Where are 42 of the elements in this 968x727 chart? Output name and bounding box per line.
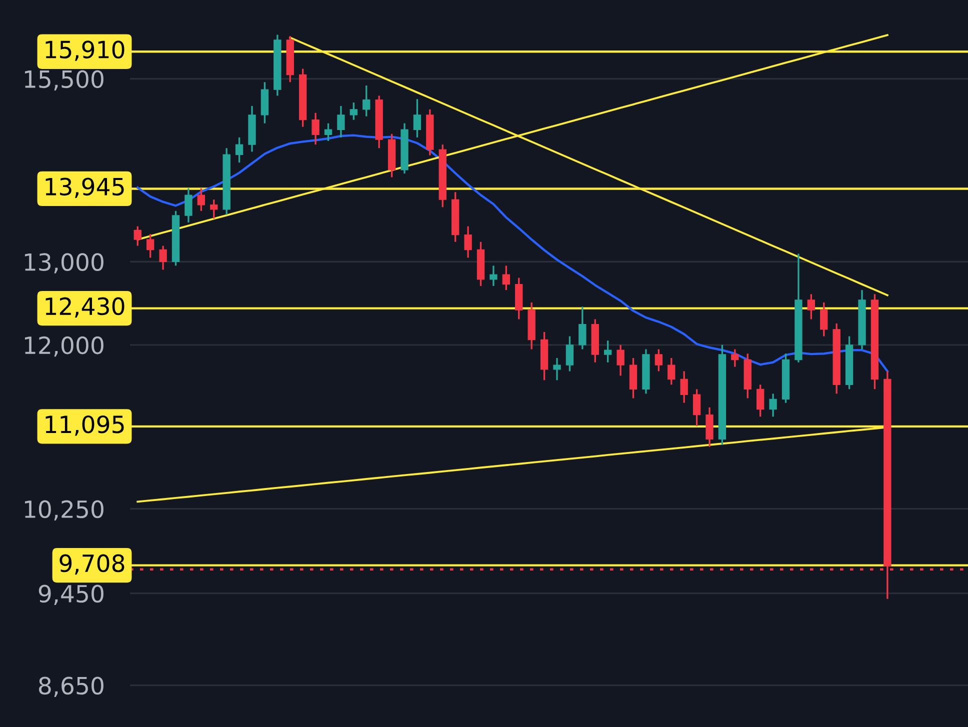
candlestick: [692, 388, 701, 427]
candlestick: [731, 348, 739, 368]
candlestick: [235, 136, 244, 164]
ref-line-label: 12,430: [46, 297, 124, 318]
candlestick: [413, 98, 422, 138]
candlestick: [159, 244, 167, 271]
candlestick: [616, 344, 624, 377]
candlestick: [464, 225, 472, 259]
candlestick: [668, 357, 676, 386]
candlestick: [654, 348, 663, 372]
candlestick: [502, 264, 510, 291]
candlestick: [769, 392, 777, 418]
y-tick-label: 15,500: [24, 70, 104, 90]
candlestick: [820, 302, 828, 338]
y-tick-label: 9,450: [38, 584, 104, 606]
candlestick: [146, 233, 154, 259]
candlestick: [324, 122, 332, 142]
y-tick-label: 13,000: [24, 253, 104, 274]
candlestick: [337, 105, 345, 138]
ref-line-label: 11,095: [46, 415, 124, 436]
y-tick-label: 10,250: [24, 500, 104, 521]
candlestick: [184, 188, 192, 224]
candlestick: [680, 370, 688, 404]
candlestick: [756, 384, 764, 418]
y-tick-label: 8,650: [39, 676, 104, 698]
candlestick: [490, 264, 498, 287]
candlestick: [553, 357, 561, 381]
candlestick: [566, 335, 574, 372]
candlestick: [807, 293, 816, 320]
ref-line-label: 13,945: [46, 178, 124, 198]
candlestick: [578, 306, 586, 350]
y-tick-label: 12,000: [24, 336, 104, 357]
candlestick: [312, 112, 320, 146]
candlestick: [210, 198, 218, 220]
candlestick: [197, 188, 206, 212]
line-series: [136, 134, 889, 372]
candlestick: [134, 225, 142, 247]
candlestick: [350, 102, 358, 121]
ref-line-label: 15,910: [46, 40, 124, 61]
candlestick: [604, 340, 612, 364]
ref-line-label: 9,708: [60, 554, 124, 575]
candlestick: [362, 84, 370, 118]
